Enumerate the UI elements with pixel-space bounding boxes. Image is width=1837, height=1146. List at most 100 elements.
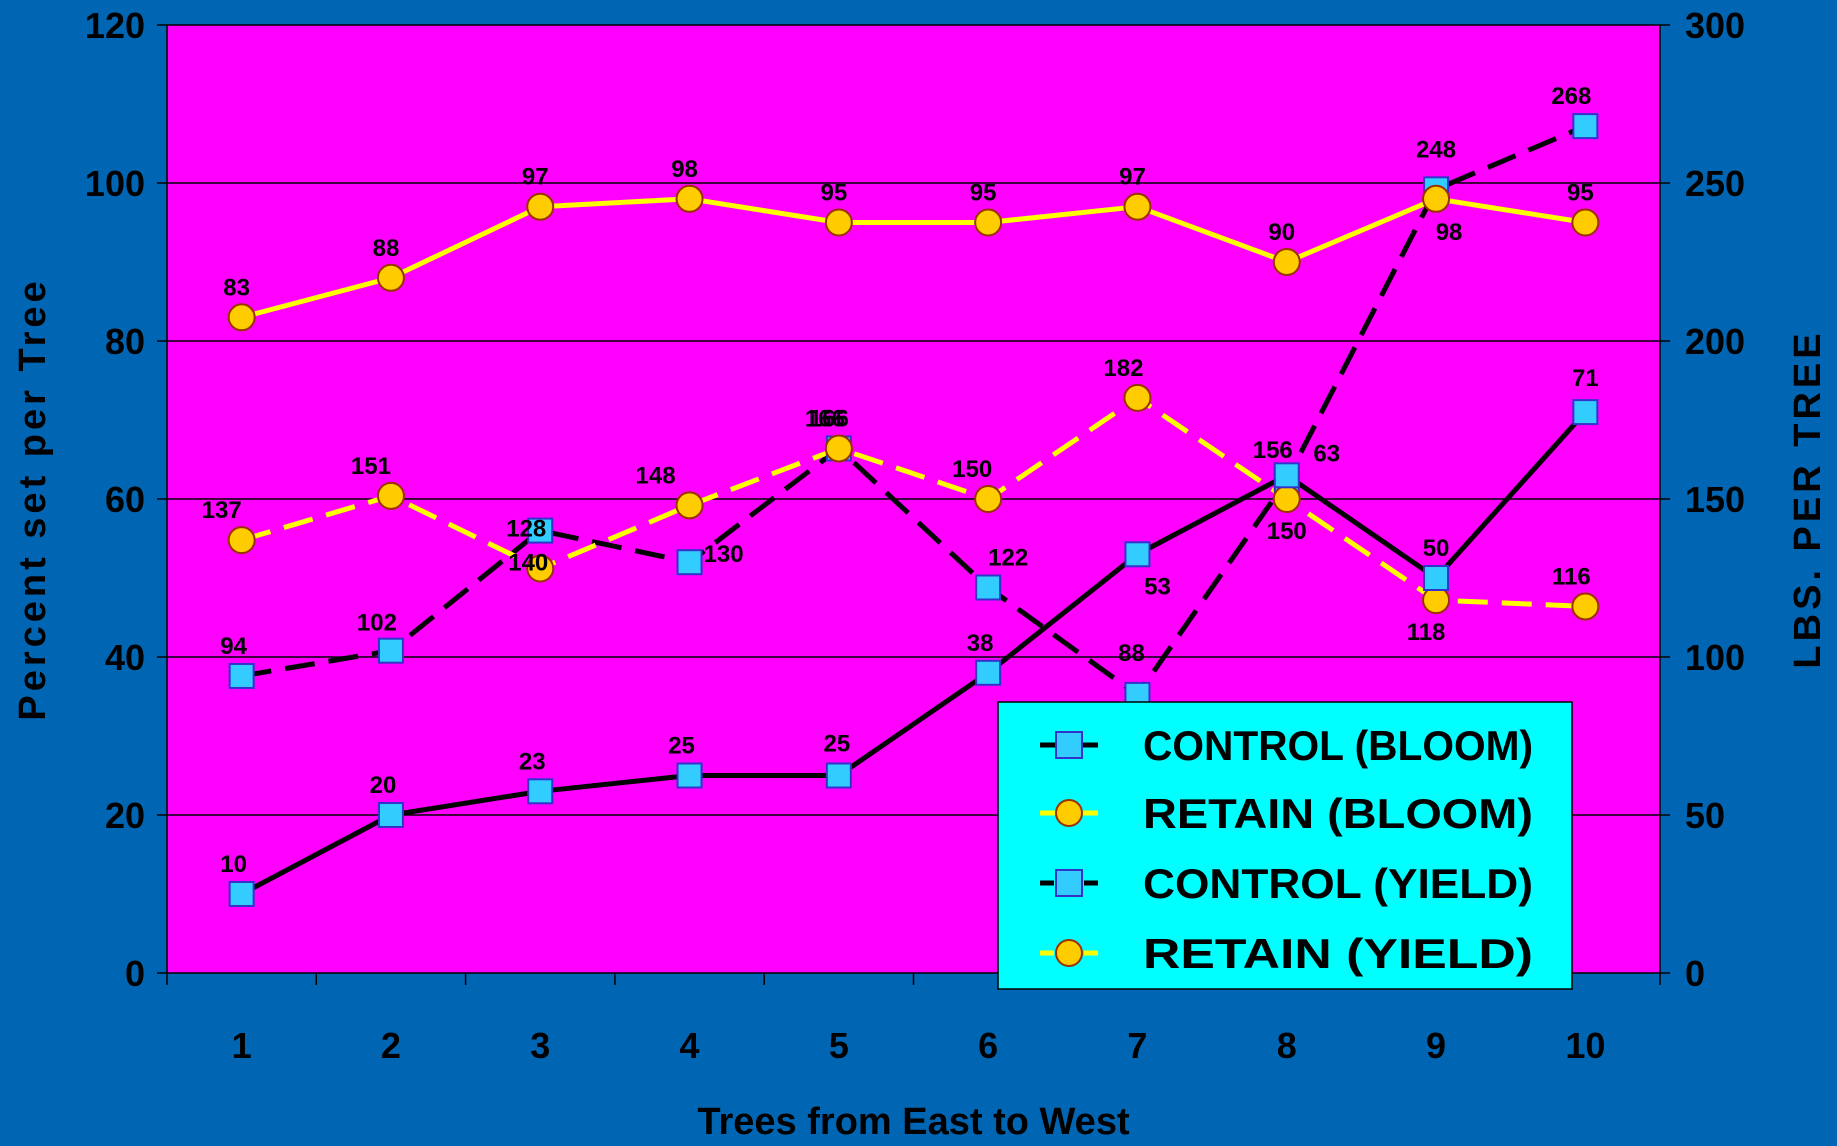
legend-label: RETAIN (BLOOM) <box>1143 790 1533 837</box>
square-point <box>1124 541 1151 568</box>
legend-square-marker <box>1055 869 1083 897</box>
y-left-tick-label: 60 <box>105 479 145 520</box>
square-point <box>527 778 554 805</box>
x-tick-label: 1 <box>232 1025 252 1066</box>
series-line <box>240 395 1586 609</box>
data-label: 148 <box>636 462 676 489</box>
data-label: 98 <box>1436 219 1463 246</box>
y-right-tick-label: 0 <box>1685 953 1705 994</box>
circle-point <box>974 485 1003 513</box>
circle-point <box>227 303 256 332</box>
legend-label: RETAIN (YIELD) <box>1143 930 1533 977</box>
circle-point <box>1571 208 1600 237</box>
square-point <box>1273 462 1300 489</box>
y-left-tick-label: 0 <box>125 953 145 994</box>
data-label: 130 <box>704 541 744 568</box>
legend-square-marker <box>1055 731 1083 759</box>
data-label: 94 <box>220 633 247 660</box>
data-label: 150 <box>1267 518 1307 545</box>
data-label: 63 <box>1313 440 1340 467</box>
x-tick-label: 10 <box>1565 1025 1605 1066</box>
circle-point <box>1422 184 1451 213</box>
x-tick-label: 4 <box>680 1025 700 1066</box>
square-point <box>377 802 404 828</box>
data-labels: 10 20 23 25 25 38 53 63 50 71 83 88 97 98 95 95 97 90 98 95… <box>202 83 1599 878</box>
data-label: 95 <box>1567 180 1594 207</box>
circle-point <box>376 263 405 292</box>
y-left-tick-label: 80 <box>105 321 145 362</box>
circle-point <box>675 491 704 520</box>
circle-point <box>526 554 555 583</box>
data-label: 128 <box>506 516 546 543</box>
circle-point <box>1571 592 1600 621</box>
data-label: 90 <box>1268 219 1295 246</box>
data-label: 88 <box>1118 640 1145 667</box>
y-left-tick-label: 40 <box>105 637 145 678</box>
y-left-tick-label: 20 <box>105 795 145 836</box>
data-label: 83 <box>223 274 250 301</box>
x-tick-label: 8 <box>1277 1025 1297 1066</box>
data-label: 88 <box>373 235 400 262</box>
data-label: 140 <box>508 550 548 577</box>
legend: CONTROL (BLOOM) RETAIN (BLOOM) CONTROL (YI… <box>997 701 1573 990</box>
data-label: 53 <box>1144 573 1171 600</box>
square-point <box>1572 399 1599 426</box>
data-label: 25 <box>823 731 850 758</box>
data-label: 116 <box>1552 563 1591 590</box>
y-right-tick-label: 250 <box>1685 163 1745 204</box>
x-tick-label: 6 <box>978 1025 998 1066</box>
data-label: 156 <box>1253 437 1293 464</box>
data-label: 71 <box>1572 365 1599 392</box>
y-right-tick-label: 50 <box>1685 795 1725 836</box>
square-point <box>228 881 255 907</box>
legend-label: CONTROL (YIELD) <box>1143 860 1533 907</box>
circle-point <box>824 434 853 463</box>
data-label: 98 <box>671 156 698 183</box>
data-label: 166 <box>805 405 845 432</box>
circle-point <box>675 184 704 213</box>
x-tick-label: 3 <box>530 1025 550 1066</box>
circle-point <box>376 481 405 510</box>
square-point <box>228 662 255 689</box>
y-right-tick-label: 100 <box>1685 637 1745 678</box>
data-label: 151 <box>351 453 391 480</box>
y-right-tick-label: 150 <box>1685 479 1745 520</box>
y-right-axis-title: LBS. PER TREE <box>1787 329 1829 668</box>
data-label: 95 <box>820 180 847 207</box>
x-tick-label: 2 <box>381 1025 401 1066</box>
legend-box <box>997 701 1573 990</box>
square-point <box>1572 113 1599 140</box>
data-label: 182 <box>1103 355 1143 382</box>
circle-point <box>974 208 1003 237</box>
square-point <box>975 659 1002 686</box>
square-point <box>975 574 1002 601</box>
data-label: 95 <box>970 180 997 207</box>
x-tick-label: 9 <box>1426 1025 1446 1066</box>
data-label: 248 <box>1416 136 1456 163</box>
x-tick-label: 5 <box>829 1025 849 1066</box>
square-point <box>676 549 703 576</box>
data-label: 25 <box>668 733 695 760</box>
data-label: 137 <box>202 497 242 524</box>
circle-point <box>526 192 555 221</box>
series-line <box>241 196 1586 320</box>
circle-point <box>1123 383 1152 412</box>
x-tick-label: 7 <box>1127 1025 1147 1066</box>
y-left-axis-title: Percent set per Tree <box>12 277 54 720</box>
legend-circle-marker <box>1055 939 1083 967</box>
data-label: 118 <box>1407 619 1446 646</box>
square-point <box>377 637 404 664</box>
data-label: 122 <box>988 544 1028 571</box>
data-label: 50 <box>1423 535 1450 562</box>
y-left-tick-label: 120 <box>85 5 145 46</box>
y-right-tick-label: 200 <box>1685 321 1745 362</box>
data-label: 97 <box>1119 164 1146 191</box>
circle-point <box>1123 192 1152 221</box>
circle-point <box>227 526 256 555</box>
data-label: 166 <box>809 405 849 432</box>
legend-circle-marker <box>1055 799 1083 827</box>
y-left-tick-label: 100 <box>85 163 145 204</box>
data-label: 102 <box>357 610 397 637</box>
gridlines <box>167 24 1660 816</box>
